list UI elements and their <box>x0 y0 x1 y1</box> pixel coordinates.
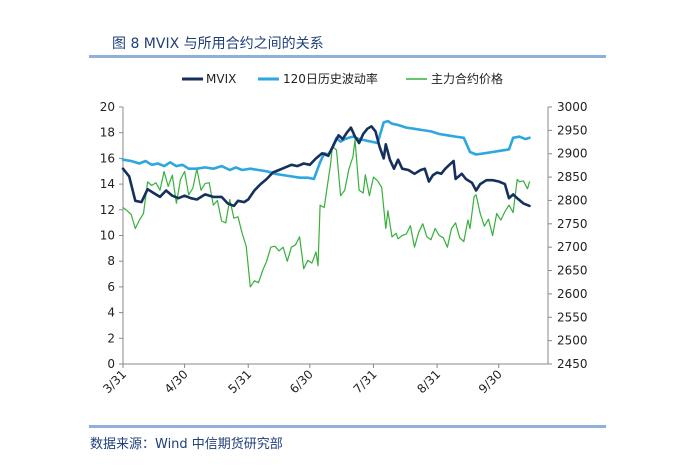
y-right-tick-label: 2750 <box>557 217 588 231</box>
y-left-tick-label: 10 <box>100 229 115 243</box>
series-layer <box>121 119 531 288</box>
source-note: 数据来源：Wind 中信期货研究部 <box>90 437 283 452</box>
series-line-mvix <box>121 125 531 208</box>
figure-title: 图 8 MVIX 与所用合约之间的关系 <box>112 36 324 52</box>
y-right-tick-label: 2950 <box>557 123 588 137</box>
legend-label-hv120: 120日历史波动率 <box>283 71 378 86</box>
y-left-tick-label: 20 <box>100 100 115 114</box>
y-right-tick-label: 2650 <box>557 264 588 278</box>
x-tick-label: 4/30 <box>162 367 191 396</box>
x-tick-label: 9/30 <box>476 367 505 396</box>
y-right-tick-label: 2700 <box>557 240 588 254</box>
x-tick-label: 6/30 <box>287 367 316 396</box>
legend-label-mvix: MVIX <box>206 72 236 86</box>
y-right-tick-label: 2800 <box>557 193 588 207</box>
x-tick-label: 5/31 <box>225 367 254 396</box>
x-tick-label: 8/31 <box>414 367 443 396</box>
y-right-tick-label: 2600 <box>557 287 588 301</box>
y-left-tick-label: 2 <box>107 331 115 345</box>
y-left-tick-label: 4 <box>107 306 115 320</box>
y-right-tick-label: 2500 <box>557 334 588 348</box>
y-right-tick-label: 2850 <box>557 170 588 184</box>
y-left-tick-label: 8 <box>107 254 115 268</box>
y-left-tick-label: 6 <box>107 280 115 294</box>
series-line-hv120 <box>121 119 531 181</box>
x-tick-label: 7/31 <box>351 367 380 396</box>
y-right-tick-label: 2550 <box>557 310 588 324</box>
y-left-tick-label: 0 <box>107 357 115 371</box>
y-left-tick-label: 16 <box>100 151 115 165</box>
y-left-tick-label: 18 <box>100 126 115 140</box>
y-right-tick-label: 3000 <box>557 100 588 114</box>
y-right-tick-label: 2450 <box>557 357 588 371</box>
axes: 0 2 4 6 8 10 12 14 16 18 20 2450 2500 2550 2600 2650 270… <box>100 100 588 396</box>
legend: MVIX 120日历史波动率 主力合约价格 <box>182 71 503 86</box>
bottom-rule <box>89 425 606 428</box>
y-right-tick-label: 2900 <box>557 147 588 161</box>
x-tick-label: 3/31 <box>100 367 129 396</box>
y-left-tick-label: 14 <box>100 177 115 191</box>
legend-label-price: 主力合约价格 <box>431 71 503 86</box>
series-line-price <box>122 139 531 288</box>
y-left-tick-label: 12 <box>100 203 115 217</box>
top-rule <box>89 55 606 58</box>
